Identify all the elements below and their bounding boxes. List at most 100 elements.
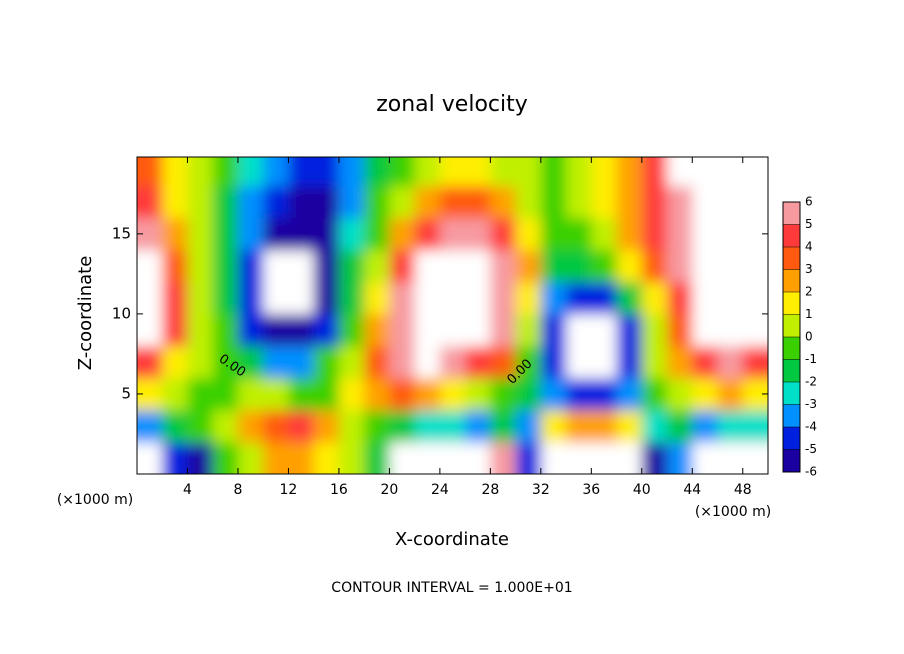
chart-title: zonal velocity xyxy=(376,92,528,117)
field-cell xyxy=(389,217,416,251)
field-cell xyxy=(641,441,668,474)
y-tick-label: 15 xyxy=(112,224,131,242)
x-tick-label: 44 xyxy=(683,482,701,498)
field-cell xyxy=(137,409,163,443)
colorbar-tick-label: 6 xyxy=(805,195,813,209)
field-cell xyxy=(439,217,466,251)
field-cell xyxy=(364,409,390,443)
field-cell xyxy=(439,441,466,474)
field-cell xyxy=(364,345,390,379)
field-cell xyxy=(515,409,542,443)
colorbar-swatch xyxy=(783,404,800,428)
field-cell xyxy=(490,345,517,379)
field-cell xyxy=(591,345,618,379)
field-cell xyxy=(439,157,466,187)
field-cell xyxy=(237,281,264,315)
field-cell xyxy=(137,313,163,347)
field-cell xyxy=(212,313,239,347)
colorbar-swatch xyxy=(783,292,800,315)
field-cell xyxy=(364,217,390,251)
field-cell xyxy=(237,441,264,474)
colorbar-tick-label: 4 xyxy=(805,240,813,254)
field-cell xyxy=(515,185,542,219)
y-tick-label: 5 xyxy=(121,384,131,402)
x-tick-label: 8 xyxy=(233,482,242,498)
field-cell xyxy=(540,217,567,251)
field-cell xyxy=(465,345,491,379)
field-cell xyxy=(439,377,466,411)
field-cell xyxy=(742,281,768,315)
field-cell xyxy=(742,249,768,283)
field-cell xyxy=(540,185,567,219)
field-cell xyxy=(490,313,517,347)
field-cell xyxy=(616,377,643,411)
field-cell xyxy=(187,409,214,443)
field-cell xyxy=(237,345,264,379)
field-cell xyxy=(692,409,719,443)
field-cell xyxy=(389,313,416,347)
field-cell xyxy=(162,345,188,379)
colorbar-tick-label: 3 xyxy=(805,262,813,276)
field-cell xyxy=(717,157,744,187)
field-cell xyxy=(566,377,592,411)
field-cell xyxy=(717,217,744,251)
field-cell xyxy=(439,281,466,315)
field-cell xyxy=(616,185,643,219)
field-cell xyxy=(616,249,643,283)
colorbar-swatch xyxy=(783,224,800,248)
y-axis-label: Z-coordinate xyxy=(75,256,96,371)
field-cell xyxy=(237,409,264,443)
field-cell xyxy=(667,249,693,283)
field-cell xyxy=(667,217,693,251)
field-cell xyxy=(212,217,239,251)
field-cell xyxy=(566,441,592,474)
field-cell xyxy=(162,249,188,283)
field-cell xyxy=(263,157,289,187)
field-cell xyxy=(288,409,315,443)
field-cell xyxy=(364,377,390,411)
field-cell xyxy=(364,313,390,347)
field-cell xyxy=(414,441,441,474)
field-cell xyxy=(742,313,768,347)
field-cell xyxy=(212,281,239,315)
field-cell xyxy=(490,185,517,219)
field-cell xyxy=(465,441,491,474)
x-tick-label: 40 xyxy=(633,482,651,498)
colorbar-tick-label: -1 xyxy=(805,352,817,366)
field-cell xyxy=(566,409,592,443)
field-cell xyxy=(313,345,340,379)
field-cell xyxy=(540,281,567,315)
field-cell xyxy=(313,157,340,187)
field-cell xyxy=(389,185,416,219)
field-cell xyxy=(414,345,441,379)
field-cell xyxy=(540,377,567,411)
colorbar-swatch xyxy=(783,337,800,360)
field-cell xyxy=(566,157,592,187)
field-cell xyxy=(212,157,239,187)
field-cell xyxy=(717,313,744,347)
field-cell xyxy=(338,441,365,474)
field-cell xyxy=(465,157,491,187)
field-cell xyxy=(263,185,289,219)
x-axis-label: X-coordinate xyxy=(395,529,509,550)
field-cell xyxy=(692,441,719,474)
field-cell xyxy=(641,345,668,379)
field-cell xyxy=(414,377,441,411)
field-cell xyxy=(137,345,163,379)
field-cell xyxy=(692,249,719,283)
field-cell xyxy=(439,313,466,347)
field-cell xyxy=(187,185,214,219)
colorbar-tick-label: 1 xyxy=(805,307,813,321)
field-cell xyxy=(263,281,289,315)
field-cell xyxy=(389,157,416,187)
field-cell xyxy=(313,409,340,443)
field-cell xyxy=(566,281,592,315)
x-tick-label: 36 xyxy=(582,482,600,498)
field-cell xyxy=(591,217,618,251)
field-cell xyxy=(237,217,264,251)
field-cell xyxy=(616,157,643,187)
field-cell xyxy=(515,217,542,251)
field-cell xyxy=(641,409,668,443)
field-cell xyxy=(263,313,289,347)
x-tick-label: 24 xyxy=(431,482,449,498)
